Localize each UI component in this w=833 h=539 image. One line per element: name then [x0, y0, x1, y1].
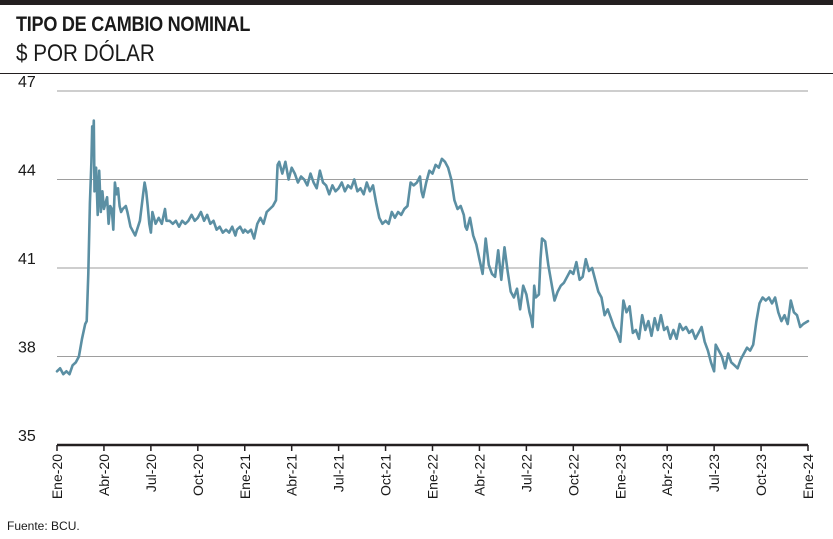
source-note: Fuente: BCU. [7, 519, 80, 533]
y-axis-ticks: 35 38 41 44 47 [18, 74, 36, 445]
chart-subtitle: $ POR DÓLAR [16, 40, 155, 67]
x-tick-label: Jul-21 [331, 454, 347, 492]
top-bar [0, 0, 833, 5]
x-tick-label: Oct-21 [378, 454, 394, 496]
y-tick-label: 38 [18, 340, 36, 357]
x-tick-label: Ene-21 [237, 454, 253, 499]
x-tick-label: Ene-20 [49, 454, 65, 499]
x-tick-label: Abr-22 [471, 454, 487, 496]
exchange-rate-line [55, 119, 810, 376]
x-axis-ticks: Ene-20 Abr-20 Jul-20 Oct-20 Ene-21 Abr-21 Jul-… [49, 445, 816, 499]
x-tick-label: Oct-20 [190, 454, 206, 496]
x-tick-label: Oct-22 [565, 454, 581, 496]
x-tick-label: Ene-22 [425, 454, 441, 499]
x-tick-label: Jul-22 [518, 454, 534, 492]
x-tick-label: Jul-23 [706, 454, 722, 492]
y-tick-label: 35 [18, 428, 36, 445]
grid-lines [57, 90, 808, 447]
x-tick-label: Ene-23 [612, 454, 628, 499]
x-tick-label: Oct-23 [753, 454, 769, 496]
x-tick-label: Ene-24 [800, 454, 816, 499]
y-tick-label: 44 [18, 163, 36, 180]
x-tick-label: Jul-20 [143, 454, 159, 492]
y-tick-label: 47 [18, 74, 36, 91]
x-tick-label: Abr-23 [659, 454, 675, 496]
chart-title: TIPO DE CAMBIO NOMINAL [16, 13, 251, 36]
x-tick-label: Abr-20 [96, 454, 112, 496]
header-divider [0, 73, 833, 74]
x-tick-label: Abr-21 [284, 454, 300, 496]
y-tick-label: 41 [18, 251, 36, 268]
